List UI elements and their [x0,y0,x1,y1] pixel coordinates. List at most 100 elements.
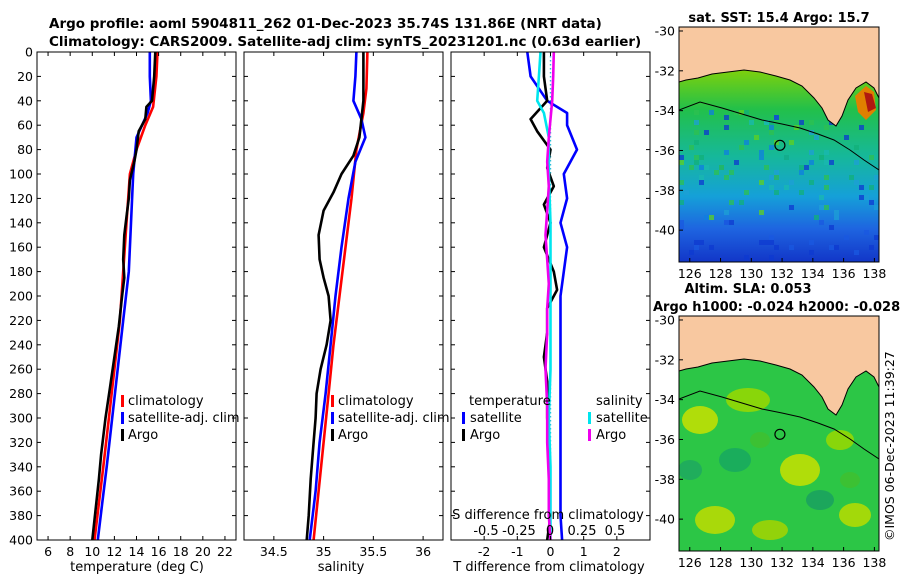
y-tick-label: 340 [9,459,33,474]
sst-pixel [809,150,814,155]
y-tick-label: 380 [9,508,33,523]
sst-pixel [824,205,829,210]
map-x-tick-label: 138 [862,266,886,281]
temperature-panel: 0 20 40 60 80 100 120 140 160 180 200 220 240 260 280 3… [9,45,239,576]
map-x-tick-label: 130 [739,555,763,570]
sst-pixel [769,255,774,260]
sla-anomaly-blob [780,454,820,486]
sst-pixel [789,205,794,210]
s-diff-tick: 0.5 [605,524,626,539]
x-tick-label: 8 [66,544,74,559]
sst-pixel [759,180,764,185]
sla-map: Altim. SLA: 0.053 Argo h1000: -0.024 h20… [653,282,900,570]
map-y-tick-label: -40 [655,223,675,238]
sst-pixel [824,160,829,165]
map-y-tick-label: -34 [655,103,675,118]
x-tick-label: -2 [478,544,490,559]
y-tick-label: 320 [9,435,33,450]
sst-pixel [719,165,724,170]
sst-pixel [774,115,779,120]
sla-anomaly-blob [826,430,854,450]
x-tick-label: 18 [173,544,189,559]
y-tick-label: 360 [9,484,33,499]
x-tick-label: 35.5 [359,544,387,559]
s-difference-ticks: -0.5 -0.25 0 0.25 0.5 [473,524,625,539]
sst-pixel [849,175,854,180]
y-tick-label: 240 [9,337,33,352]
sst-pixel [744,190,749,195]
series-line-satellite-adj-clim [308,52,367,540]
y-tick-label: 0 [25,45,33,60]
sst-pixel [769,240,774,245]
sst-pixel [679,160,684,165]
title-line-2: Climatology: CARS2009. Satellite-adj cli… [49,34,641,50]
sla-anomaly-blob [695,506,735,534]
x-tick-label: 2 [613,544,621,559]
sst-pixel [829,225,834,230]
sst-pixel [699,175,704,180]
series-line-temperature-satellite [526,52,579,540]
x-tick-label: 10 [84,544,100,559]
sst-pixel [694,110,699,115]
sst-pixel [769,145,774,150]
sst-pixel [819,155,824,160]
series-line-climatology [312,52,369,540]
series-line-salinity-satellite [535,52,552,540]
sst-pixel [834,215,839,220]
x-tick-label: 0 [547,544,555,559]
s-difference-label: S difference from climatology [452,508,644,523]
sst-land [679,27,879,127]
map-y-tick-label: -38 [655,183,675,198]
legend-climatology: climatology [338,394,414,409]
sst-pixel [709,245,714,250]
map-y-tick-label: -32 [655,352,675,367]
map-y-tick-label: -32 [655,63,675,78]
map-x-tick-label: 134 [801,555,825,570]
legend-argo: Argo [128,428,158,443]
sst-pixel [694,130,699,135]
sla-anomaly-blob [682,406,718,434]
sst-pixel [724,210,729,215]
sst-pixel [694,160,699,165]
series-line-argo [305,52,365,540]
sst-pixel [819,220,824,225]
y-tick-label: 400 [9,533,33,548]
y-tick-label: 180 [9,264,33,279]
sst-pixel [854,180,859,185]
sst-pixel [729,220,734,225]
sst-pixel [854,160,859,165]
sst-pixel [684,190,689,195]
sst-pixel [809,240,814,245]
sst-pixel [699,180,704,185]
sst-pixel [769,175,774,180]
sst-pixel [844,235,849,240]
sst-pixel [679,220,684,225]
sst-pixel [774,245,779,250]
sst-pixel [764,120,769,125]
sst-pixel [869,185,874,190]
salinity-difference-legend: salinity satellite Argo [588,394,648,443]
map-y-tick-label: -36 [655,143,675,158]
sst-pixel [814,135,819,140]
sst-pixel [809,160,814,165]
legend-t-argo: Argo [470,428,500,443]
sla-map-title-1: Altim. SLA: 0.053 [685,282,812,297]
sst-pixel [804,165,809,170]
sst-pixel [744,110,749,115]
sla-anomaly-blob [679,460,702,480]
sst-pixel [874,175,879,180]
map-y-tick-label: -30 [655,23,675,38]
sst-pixel [874,205,879,210]
y-tick-label: 220 [9,313,33,328]
credit-text: ©IMOS 06-Dec-2023 11:39:27 [882,351,897,541]
sst-pixel [759,210,764,215]
legend-satellite-adj: satellite-adj. clim [338,411,450,426]
sla-land [679,316,879,416]
sst-pixel [694,155,699,160]
sst-pixel [709,110,714,115]
y-tick-label: 140 [9,215,33,230]
sst-pixel [859,195,864,200]
sla-anomaly-blob [750,432,770,448]
s-diff-tick: -0.25 [502,524,536,539]
sst-pixel [729,170,734,175]
